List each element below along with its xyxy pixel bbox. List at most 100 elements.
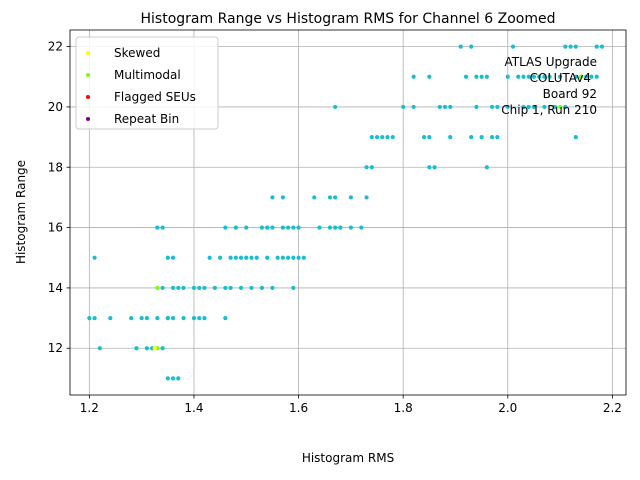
data-point	[228, 255, 233, 260]
data-point	[87, 315, 92, 321]
data-point	[181, 315, 186, 321]
data-point	[448, 104, 453, 110]
data-point	[218, 255, 223, 260]
data-point	[155, 285, 160, 291]
data-point	[170, 255, 176, 260]
data-point	[348, 225, 353, 230]
y-tick-label: 12	[48, 341, 63, 355]
data-point	[160, 346, 165, 351]
legend-marker-flagged-seus	[86, 95, 90, 99]
data-point	[160, 225, 165, 230]
legend-label-skewed: Skewed	[114, 46, 160, 60]
annotation-line-4: Chip 1, Run 210	[501, 103, 597, 117]
data-point	[296, 225, 301, 230]
data-point	[495, 104, 500, 110]
data-point	[176, 376, 181, 381]
x-tick-label: 1.2	[80, 401, 99, 415]
data-point	[495, 134, 500, 140]
data-point	[165, 376, 170, 381]
data-point	[270, 195, 275, 200]
legend-label-multimodal: Multimodal	[114, 68, 181, 82]
data-point	[181, 285, 186, 291]
data-point	[411, 74, 416, 79]
data-point	[291, 285, 296, 291]
data-point	[521, 104, 526, 110]
data-point	[280, 225, 285, 230]
data-point	[573, 74, 578, 79]
data-point	[589, 74, 594, 79]
data-point	[422, 134, 427, 140]
x-axis-label: Histogram RMS	[302, 451, 394, 465]
data-point	[463, 74, 469, 79]
data-point	[92, 315, 97, 321]
data-point	[254, 255, 259, 260]
data-point	[249, 255, 254, 260]
data-point	[385, 134, 390, 140]
y-tick-label: 20	[48, 100, 63, 114]
x-tick-label: 2.2	[603, 401, 622, 415]
data-point	[489, 104, 495, 110]
data-point	[573, 44, 578, 49]
data-point	[552, 104, 557, 110]
data-point	[427, 74, 432, 79]
data-point	[170, 285, 176, 291]
data-point	[270, 225, 275, 230]
data-point	[411, 104, 416, 110]
data-point	[338, 225, 343, 230]
data-point	[563, 104, 568, 110]
data-point	[301, 255, 306, 260]
data-point	[448, 134, 453, 140]
data-point	[542, 74, 547, 79]
data-point	[108, 315, 113, 321]
data-point	[584, 74, 589, 79]
data-point	[594, 74, 599, 79]
points-layer	[87, 44, 605, 381]
data-point	[249, 285, 254, 291]
data-point	[223, 285, 228, 291]
data-point	[557, 74, 563, 79]
data-point	[484, 74, 489, 79]
data-point	[275, 255, 280, 260]
data-point	[139, 315, 144, 321]
x-tick-label: 1.4	[184, 401, 203, 415]
data-point	[547, 74, 552, 79]
data-point	[369, 165, 374, 170]
data-point	[191, 315, 197, 321]
data-point	[165, 315, 170, 321]
y-tick-label: 18	[48, 160, 63, 174]
data-point	[516, 74, 521, 79]
data-point	[479, 74, 484, 79]
data-point	[296, 255, 301, 260]
data-point	[390, 134, 395, 140]
data-point	[573, 134, 578, 140]
plot-frame	[69, 29, 627, 396]
data-point	[259, 225, 265, 230]
data-point	[244, 225, 249, 230]
data-point	[197, 285, 202, 291]
y-tick-label: 16	[48, 221, 63, 235]
data-point	[327, 225, 333, 230]
data-point	[510, 44, 516, 49]
data-point	[212, 285, 217, 291]
data-point	[270, 285, 275, 291]
data-point	[479, 134, 484, 140]
data-point	[280, 195, 285, 200]
data-point	[291, 225, 296, 230]
data-point	[505, 74, 510, 79]
data-point	[505, 104, 510, 110]
data-point	[207, 255, 212, 260]
data-point	[380, 134, 385, 140]
annotation-line-1: ATLAS Upgrade	[504, 55, 597, 69]
data-point	[458, 44, 463, 49]
x-tick-label: 1.8	[394, 401, 413, 415]
data-point	[469, 134, 474, 140]
data-point	[144, 346, 149, 351]
data-point	[202, 315, 207, 321]
x-tick-label: 2.0	[498, 401, 517, 415]
data-point	[244, 255, 249, 260]
data-point	[594, 44, 599, 49]
data-point	[191, 285, 197, 291]
data-point	[160, 285, 165, 291]
data-point	[176, 285, 181, 291]
